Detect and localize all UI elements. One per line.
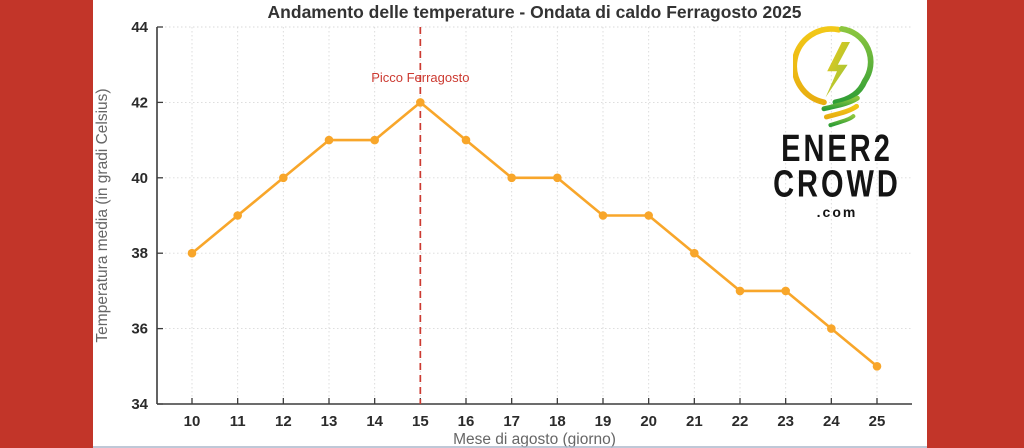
data-point-marker [507,173,516,183]
data-point-marker [872,362,882,371]
x-tick-label: 22 [732,413,749,430]
data-point-marker [279,173,288,183]
data-point-marker [370,135,379,145]
y-tick-label: 44 [131,19,148,36]
x-tick-label: 10 [184,413,201,430]
data-point-marker [233,211,242,220]
data-point-marker [187,248,197,258]
x-tick-label: 24 [823,413,840,430]
data-point-marker [781,286,790,296]
chart-title: Andamento delle temperature - Ondata di … [268,2,802,22]
x-tick-label: 12 [275,413,292,430]
x-tick-label: 20 [640,413,657,430]
data-point-marker [827,324,836,333]
x-tick-label: 23 [777,413,794,430]
x-tick-label: 13 [321,413,338,430]
data-point-marker [461,135,471,145]
x-tick-label: 11 [230,413,246,430]
x-tick-label: 19 [595,413,612,430]
x-tick-label: 18 [549,413,566,430]
temperature-line [190,101,879,368]
y-axis-label: Temperatura media (in gradi Celsius) [94,88,111,342]
x-tick-label: 16 [458,413,475,430]
y-tick-label: 40 [131,170,148,187]
x-tick-label: 15 [412,413,429,430]
peak-annotation-label: Picco Ferragosto [371,70,469,85]
x-tick-label: 17 [503,413,520,430]
data-point-marker [735,286,745,296]
left-red-border [0,0,93,448]
logo-wordmark: ENER2 CROWD [769,128,905,206]
lightbulb-logo-icon [793,26,874,128]
x-tick-label: 14 [366,413,383,430]
x-tick-label: 25 [869,413,886,430]
data-point-marker [324,135,334,145]
y-tick-label: 42 [131,94,148,111]
chart-panel: 34 36 38 40 42 44 10 11 12 13 14 15 16 17 18 19 20 21 22 23… [93,0,927,448]
data-point-marker [644,211,653,220]
y-tick-label: 36 [131,321,148,338]
data-point-marker [598,211,608,220]
data-point-marker [690,248,699,258]
right-red-border [927,0,1024,448]
data-point-marker [416,98,425,107]
logo-wordmark-line1: ENER2 [781,128,893,171]
x-tick-label: 21 [686,413,703,430]
temperature-chart: 34 36 38 40 42 44 10 11 12 13 14 15 16 17 18 19 20 21 22 23… [94,2,912,448]
logo-wordmark-line2: CROWD [773,163,901,206]
data-point-marker [553,173,562,183]
y-tick-label: 38 [131,245,148,262]
x-axis-label: Mese di agosto (giorno) [453,431,616,448]
logo-domain-suffix: .com [816,204,858,220]
bottom-accent-line [93,446,927,448]
ener2crowd-logo: ENER2 CROWD .com [769,24,905,220]
y-tick-label: 34 [131,396,148,413]
